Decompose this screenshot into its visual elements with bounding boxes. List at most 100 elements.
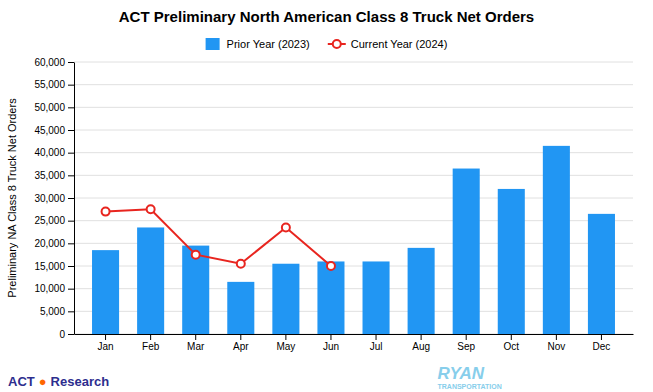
grid-line xyxy=(74,62,633,63)
tick: Jul xyxy=(370,334,383,352)
tick-label: Mar xyxy=(187,341,205,352)
tick-mark xyxy=(68,175,74,176)
tick: 0 xyxy=(59,329,74,340)
tick-label: 30,000 xyxy=(34,193,65,204)
y-axis: 0 5,000 10,000 15,000 20,000 25,000 30,000 35,0… xyxy=(34,57,74,340)
line xyxy=(106,209,331,266)
tick-mark xyxy=(511,334,512,340)
tick-label: 45,000 xyxy=(34,125,65,136)
tick-mark xyxy=(195,334,196,340)
tick: Jan xyxy=(97,334,113,352)
marks xyxy=(92,146,615,334)
tick: May xyxy=(276,334,295,352)
tick-mark xyxy=(376,334,377,340)
annotation: ACT xyxy=(8,374,35,389)
legend-item: Current Year (2024) xyxy=(328,38,448,50)
grid-line xyxy=(74,130,633,131)
tick: Apr xyxy=(233,334,249,352)
tick-label: Apr xyxy=(233,341,249,352)
axis-title: Preliminary NA Class 8 Truck Net Orders xyxy=(6,98,18,298)
tick-label: 15,000 xyxy=(34,261,65,272)
legend-swatch xyxy=(206,38,220,50)
tick-mark xyxy=(68,153,74,154)
tick-label: Jul xyxy=(370,341,383,352)
marker xyxy=(327,262,335,270)
tick-label: Nov xyxy=(547,341,565,352)
bar xyxy=(317,261,344,334)
title: ACT Preliminary North American Class 8 T… xyxy=(119,8,534,25)
tick-mark xyxy=(330,334,331,340)
line-series xyxy=(102,205,335,270)
tick: 10,000 xyxy=(34,283,74,294)
bar xyxy=(272,264,299,334)
annotation: RYAN xyxy=(438,364,485,383)
marker xyxy=(282,223,290,231)
annotations: ACT●ResearchRYANTRANSPORTATION xyxy=(8,364,502,390)
annotation: TRANSPORTATION xyxy=(438,383,502,390)
tick: 30,000 xyxy=(34,193,74,204)
legend-label: Prior Year (2023) xyxy=(227,38,310,50)
tick-label: 40,000 xyxy=(34,147,65,158)
tick-mark xyxy=(556,334,557,340)
tick-mark xyxy=(68,221,74,222)
tick-label: May xyxy=(276,341,295,352)
tick-mark xyxy=(68,62,74,63)
tick-label: Sep xyxy=(457,341,475,352)
tick-mark xyxy=(421,334,422,340)
tick-mark xyxy=(68,198,74,199)
tick-label: 5,000 xyxy=(40,306,65,317)
tick: 60,000 xyxy=(34,57,74,68)
tick-label: Feb xyxy=(142,341,160,352)
tick: 20,000 xyxy=(34,238,74,249)
legend-item: Prior Year (2023) xyxy=(206,38,310,50)
tick-mark xyxy=(285,334,286,340)
tick-label: 60,000 xyxy=(34,57,65,68)
bar xyxy=(137,227,164,334)
tick-label: 20,000 xyxy=(34,238,65,249)
tick: Sep xyxy=(457,334,475,352)
bar xyxy=(453,169,480,334)
tick-mark xyxy=(68,107,74,108)
tick-label: Oct xyxy=(504,341,520,352)
tick: 15,000 xyxy=(34,261,74,272)
bar xyxy=(588,214,615,334)
tick: Aug xyxy=(412,334,430,352)
tick-label: 10,000 xyxy=(34,283,65,294)
tick-mark xyxy=(68,311,74,312)
axis-line xyxy=(74,63,75,335)
legend-label: Current Year (2024) xyxy=(351,38,448,50)
tick: 45,000 xyxy=(34,125,74,136)
tick-label: 55,000 xyxy=(34,79,65,90)
legend: Prior Year (2023) Current Year (2024) xyxy=(206,38,448,50)
bar xyxy=(498,189,525,334)
tick-mark xyxy=(68,130,74,131)
x-axis: Jan Feb Mar Apr May Jun Jul Aug Sep Oct Nov Dec xyxy=(75,334,634,352)
tick-label: Jan xyxy=(97,341,113,352)
tick: 55,000 xyxy=(34,79,74,90)
marker xyxy=(192,251,200,259)
tick-mark xyxy=(68,266,74,267)
bar xyxy=(363,261,390,334)
tick: Oct xyxy=(504,334,520,352)
bar xyxy=(227,282,254,334)
tick-mark xyxy=(240,334,241,340)
bar xyxy=(543,146,570,334)
tick-label: 50,000 xyxy=(34,102,65,113)
tick: 35,000 xyxy=(34,170,74,181)
tick-mark xyxy=(601,334,602,340)
axis-line xyxy=(75,334,634,335)
tick: Jun xyxy=(323,334,339,352)
tick-mark xyxy=(68,289,74,290)
tick-label: 35,000 xyxy=(34,170,65,181)
tick-label: 0 xyxy=(59,329,65,340)
bar xyxy=(92,250,119,334)
tick-mark xyxy=(150,334,151,340)
tick: 40,000 xyxy=(34,147,74,158)
legend-marker xyxy=(333,40,341,48)
marker xyxy=(102,208,110,216)
tick: Feb xyxy=(142,334,160,352)
bar xyxy=(408,248,435,334)
tick-label: Dec xyxy=(593,341,611,352)
tick: 25,000 xyxy=(34,215,74,226)
tick: Nov xyxy=(547,334,565,352)
